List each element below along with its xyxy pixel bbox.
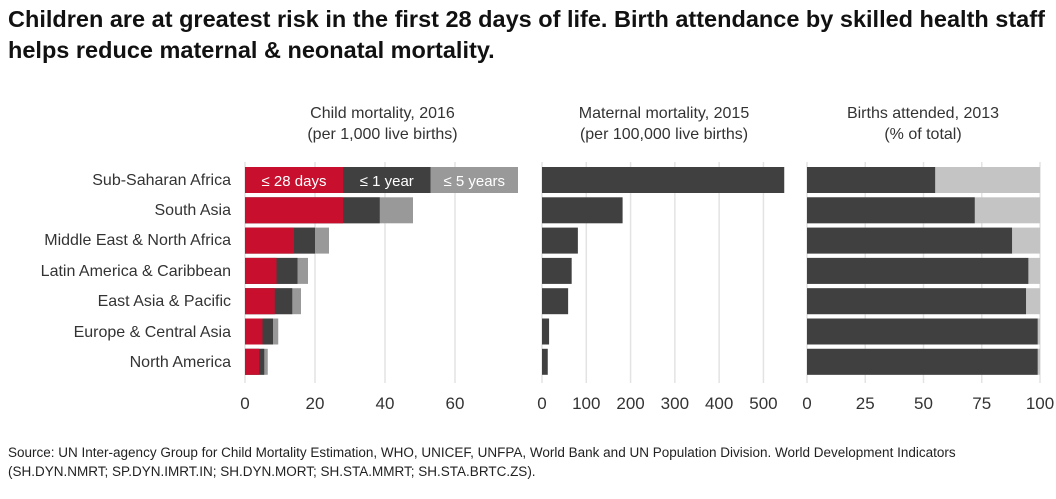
bar bbox=[542, 227, 578, 254]
x-tick-label: 25 bbox=[856, 394, 875, 413]
bar bbox=[245, 197, 343, 224]
bar bbox=[807, 257, 1029, 284]
bar bbox=[807, 227, 1013, 254]
bar bbox=[542, 167, 785, 193]
x-tick-label: 0 bbox=[240, 394, 249, 413]
births-attended-title: Births attended, 2013 bbox=[846, 105, 1000, 122]
bar bbox=[542, 257, 572, 284]
region-label: Middle East & North Africa bbox=[44, 232, 231, 249]
x-tick-label: 100 bbox=[572, 394, 600, 413]
region-label: North America bbox=[129, 354, 231, 371]
bar bbox=[245, 167, 343, 193]
bar bbox=[245, 288, 275, 315]
bar bbox=[807, 167, 936, 193]
bar bbox=[245, 348, 259, 375]
region-label: Europe & Central Asia bbox=[73, 324, 231, 341]
bar bbox=[542, 288, 569, 315]
x-tick-label: 0 bbox=[537, 394, 546, 413]
x-tick-label: 50 bbox=[914, 394, 933, 413]
x-tick-label: 400 bbox=[705, 394, 733, 413]
x-tick-label: 75 bbox=[972, 394, 991, 413]
x-tick-label: 40 bbox=[376, 394, 395, 413]
x-tick-label: 200 bbox=[616, 394, 644, 413]
births-attended-subtitle: (% of total) bbox=[884, 126, 962, 143]
source-note: Source: UN Inter-agency Group for Child … bbox=[8, 445, 956, 479]
births-attended-panel-title: Births attended, 2013 (% of total) bbox=[807, 103, 1039, 145]
bar bbox=[807, 348, 1038, 375]
bar bbox=[245, 227, 294, 254]
x-tick-label: 60 bbox=[446, 394, 465, 413]
legend-label: ≤ 5 years bbox=[443, 173, 505, 190]
bar bbox=[245, 318, 263, 345]
bar bbox=[542, 318, 550, 345]
maternal-mortality-subtitle: (per 100,000 live births) bbox=[579, 126, 749, 143]
chart-plot-area: 0 20 40 60 0 100 200 300 400 500 0 25 50 75 100 ≤ 28 da… bbox=[240, 162, 1054, 413]
bar bbox=[542, 197, 623, 224]
child-mortality-panel-title: Child mortality, 2016 (per 1,000 live bi… bbox=[245, 103, 520, 145]
region-label: Latin America & Caribbean bbox=[40, 263, 231, 280]
bar bbox=[807, 197, 975, 224]
x-tick-label: 20 bbox=[306, 394, 325, 413]
legend-label: ≤ 28 days bbox=[262, 173, 327, 190]
chart-title: Children are at greatest risk in the fir… bbox=[8, 6, 1045, 63]
region-label: South Asia bbox=[154, 202, 232, 219]
x-tick-label: 500 bbox=[749, 394, 777, 413]
child-mortality-title: Child mortality, 2016 bbox=[310, 105, 455, 122]
x-tick-label: 300 bbox=[661, 394, 689, 413]
region-label: East Asia & Pacific bbox=[97, 293, 231, 310]
region-label: Sub-Saharan Africa bbox=[92, 172, 231, 189]
maternal-mortality-panel-title: Maternal mortality, 2015 (per 100,000 li… bbox=[542, 103, 786, 145]
bar bbox=[542, 348, 548, 375]
legend-label: ≤ 1 year bbox=[360, 173, 414, 190]
x-tick-label: 0 bbox=[802, 394, 811, 413]
bar bbox=[807, 288, 1027, 315]
maternal-mortality-title: Maternal mortality, 2015 bbox=[578, 105, 750, 122]
x-tick-label: 100 bbox=[1026, 394, 1054, 413]
bar bbox=[807, 318, 1038, 345]
child-mortality-subtitle: (per 1,000 live births) bbox=[307, 126, 458, 143]
bar bbox=[245, 257, 277, 284]
